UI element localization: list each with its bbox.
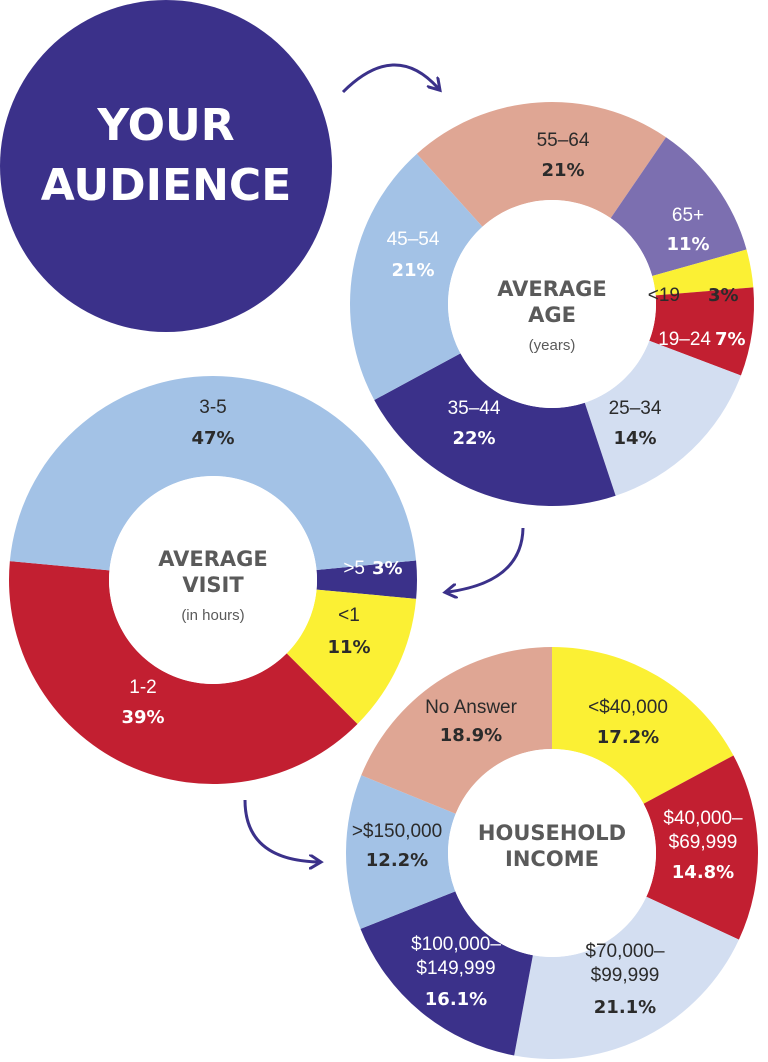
arrow-to-age-icon [341,63,438,94]
age-title-line-1: AVERAGE [497,277,606,301]
headline-line-2: AUDIENCE [41,160,292,211]
age-slice-19 [652,249,754,296]
visit-slice-label-1-2: 1-2 [129,677,156,698]
age-slice-label-45-54: 45–54 [387,229,440,250]
age-slice-value-35-44: 22% [452,428,495,449]
age-slice-label-25-34: 25–34 [609,398,662,419]
donut-household-income: <$40,000 17.2% $40,000– $69,999 14.8% $70,000… [346,647,758,1059]
income-slice-label-100-000-149-999: $100,000– $149,999 [411,934,501,979]
age-slice-value-19-24: 7% [715,329,746,350]
visit-slice-label-5: >5 [343,558,365,579]
visit-title-line-2: VISIT [182,573,244,597]
visit-slice-label-1: <1 [338,605,360,626]
age-slice-25-34 [584,340,741,496]
income-slice-label-70-000-99-999: $70,000– $99,999 [585,941,665,986]
age-slice-value-19: 3% [708,285,739,306]
income-slice-value-150-000: 12.2% [366,850,428,871]
age-slice-65 [610,137,747,276]
income-slice-label-40-000-69-999: $40,000– $69,999 [663,808,743,853]
age-slice-value-45-54: 21% [391,260,434,281]
age-slice-45-54 [350,153,483,400]
visit-slice-value-1-2: 39% [121,707,164,728]
age-slice-55-64 [416,101,667,227]
donut-average-visit: >5 3% <1 11% 1-2 39% 3-5 47% AVERAGE VISIT (in … [8,376,417,784]
age-subtitle: (years) [529,337,576,354]
age-title-line-2: AGE [528,303,576,327]
income-slice-70-000-99-999 [514,896,739,1059]
age-slice-label-65: 65+ [672,205,704,226]
income-donut-hole [448,749,656,957]
income-slice-40-000 [552,647,734,804]
income-slice-label-no-answer: No Answer [425,697,518,718]
visit-donut-hole [109,476,317,684]
income-slice-100-000-149-999 [360,891,533,1056]
visit-slice-1-2 [8,561,358,784]
age-slice-label-35-44: 35–44 [448,398,501,419]
income-slice-150-000 [346,775,456,929]
age-slice-label-19: <19 [648,285,680,306]
headline-circle [0,0,332,332]
age-slice-value-25-34: 14% [613,428,656,449]
income-slice-40-000-69-999 [643,755,758,940]
age-slice-value-65: 11% [666,234,709,255]
visit-subtitle: (in hours) [181,607,244,624]
income-title-line-2: INCOME [505,847,599,871]
visit-title-line-1: AVERAGE [158,547,267,571]
income-slice-value-no-answer: 18.9% [440,725,502,746]
income-slice-value-100-000-149-999: 16.1% [425,989,487,1010]
age-donut-hole [448,200,656,408]
income-slice-value-70-000-99-999: 21.1% [594,997,656,1018]
income-slice-no-answer [361,647,552,814]
age-slice-19-24 [649,287,754,376]
visit-slice-5 [316,560,417,599]
income-title-line-1: HOUSEHOLD [478,821,626,845]
visit-slice-3-5 [9,376,417,571]
headline-line-1: YOUR [96,100,234,151]
arrow-to-visit-icon [448,527,525,592]
donut-average-age: 55–64 21% 65+ 11% <19 3% 19–24 7% 25–34 14% 35–44 2… [350,101,754,507]
visit-slice-label-3-5: 3-5 [199,397,226,418]
income-slice-value-40-000: 17.2% [597,727,659,748]
visit-slice-1 [286,589,417,724]
age-slice-label-55-64: 55–64 [537,130,590,151]
age-slice-value-55-64: 21% [541,160,584,181]
visit-slice-value-5: 3% [372,558,403,579]
age-slice-label-19-24: 19–24 [658,329,711,350]
visit-slice-value-1: 11% [327,637,370,658]
arrow-to-income-icon [243,799,318,862]
income-slice-value-40-000-69-999: 14.8% [672,862,734,883]
age-slice-35-44 [374,353,616,507]
visit-slice-value-3-5: 47% [191,428,234,449]
income-slice-label-40-000: <$40,000 [588,697,668,718]
income-slice-label-150-000: >$150,000 [352,821,442,842]
